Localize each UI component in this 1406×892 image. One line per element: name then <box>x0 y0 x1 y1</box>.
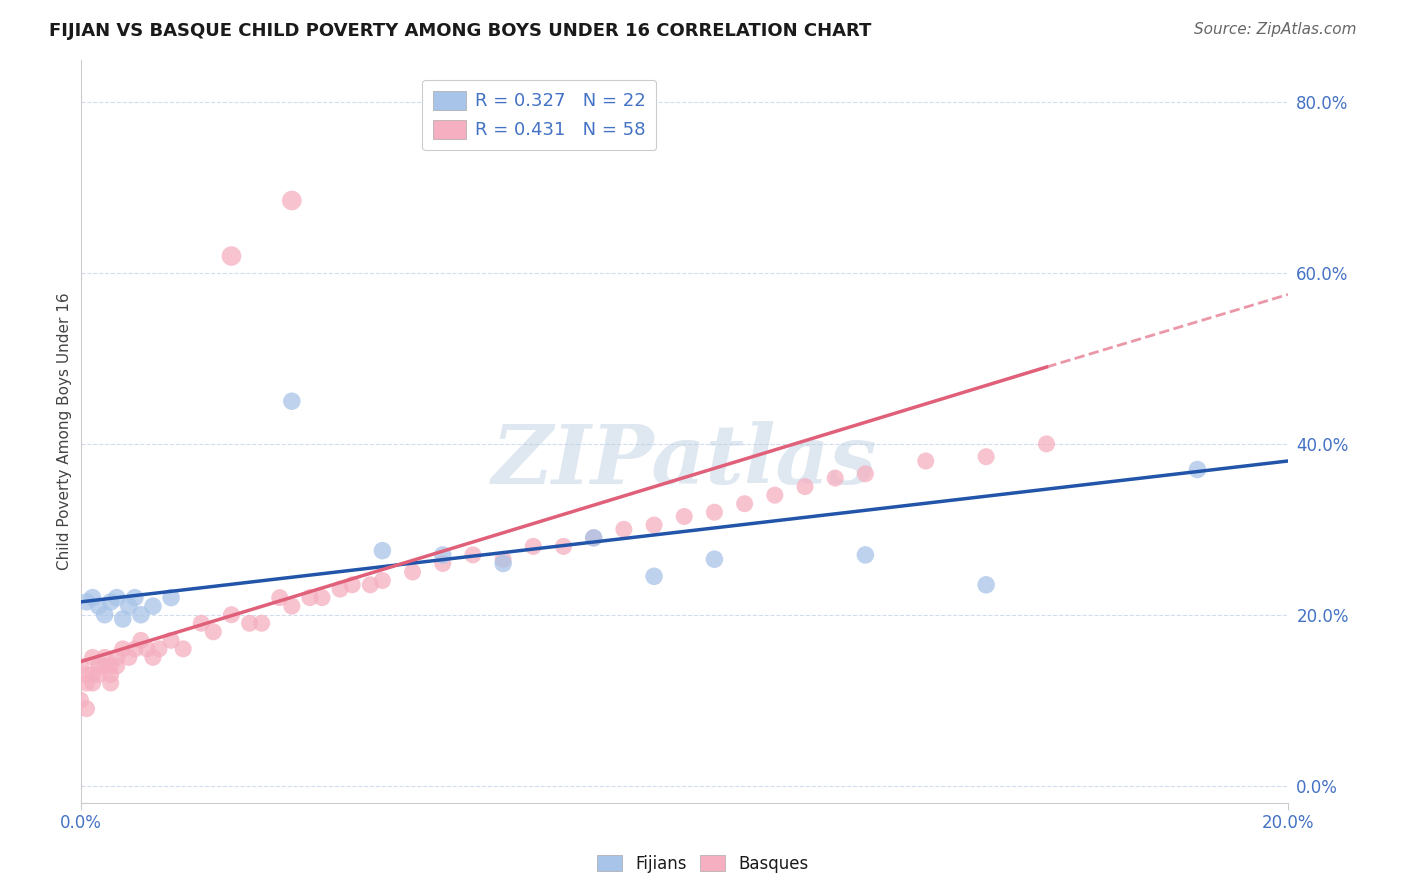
Point <box>87 667 110 681</box>
Point <box>250 616 273 631</box>
Point <box>269 591 291 605</box>
Point <box>853 548 876 562</box>
Point <box>371 543 394 558</box>
Text: FIJIAN VS BASQUE CHILD POVERTY AMONG BOYS UNDER 16 CORRELATION CHART: FIJIAN VS BASQUE CHILD POVERTY AMONG BOY… <box>49 22 872 40</box>
Point <box>221 249 243 263</box>
Point <box>492 552 515 566</box>
Point <box>93 650 115 665</box>
Point <box>853 467 876 481</box>
Point <box>582 531 605 545</box>
Point <box>124 591 146 605</box>
Point <box>190 616 212 631</box>
Point <box>432 548 454 562</box>
Point <box>82 667 104 681</box>
Point <box>613 522 636 536</box>
Point <box>492 557 515 571</box>
Point <box>76 676 98 690</box>
Point <box>111 641 134 656</box>
Point <box>522 540 544 554</box>
Point <box>76 595 98 609</box>
Point <box>703 505 725 519</box>
Point <box>401 565 423 579</box>
Point <box>1035 437 1057 451</box>
Point <box>129 633 152 648</box>
Point <box>105 591 128 605</box>
Point <box>914 454 936 468</box>
Point <box>703 552 725 566</box>
Point <box>69 659 91 673</box>
Point <box>238 616 260 631</box>
Point <box>371 574 394 588</box>
Point <box>87 599 110 614</box>
Point <box>100 659 122 673</box>
Point <box>281 599 304 614</box>
Point <box>124 641 146 656</box>
Legend: R = 0.327   N = 22, R = 0.431   N = 58: R = 0.327 N = 22, R = 0.431 N = 58 <box>422 79 657 150</box>
Point <box>432 557 454 571</box>
Point <box>129 607 152 622</box>
Point <box>148 641 170 656</box>
Point <box>298 591 321 605</box>
Point <box>794 480 817 494</box>
Point <box>553 540 575 554</box>
Point <box>160 591 183 605</box>
Point <box>87 659 110 673</box>
Point <box>100 595 122 609</box>
Point <box>582 531 605 545</box>
Point <box>824 471 846 485</box>
Point <box>100 667 122 681</box>
Point <box>100 676 122 690</box>
Legend: Fijians, Basques: Fijians, Basques <box>591 848 815 880</box>
Point <box>974 450 997 464</box>
Point <box>311 591 333 605</box>
Point <box>763 488 786 502</box>
Point <box>202 624 225 639</box>
Point <box>82 591 104 605</box>
Point <box>1187 462 1209 476</box>
Text: ZIPatlas: ZIPatlas <box>492 421 877 500</box>
Point <box>673 509 696 524</box>
Point <box>643 569 665 583</box>
Text: Source: ZipAtlas.com: Source: ZipAtlas.com <box>1194 22 1357 37</box>
Point <box>340 578 363 592</box>
Point <box>281 394 304 409</box>
Point <box>359 578 381 592</box>
Point <box>734 497 756 511</box>
Point <box>105 650 128 665</box>
Point <box>974 578 997 592</box>
Point <box>93 659 115 673</box>
Point <box>329 582 352 596</box>
Point <box>82 650 104 665</box>
Point <box>93 607 115 622</box>
Point <box>142 599 165 614</box>
Point <box>76 701 98 715</box>
Point <box>643 518 665 533</box>
Point <box>172 641 194 656</box>
Point <box>105 659 128 673</box>
Point <box>461 548 484 562</box>
Point <box>82 676 104 690</box>
Point <box>111 612 134 626</box>
Point <box>118 650 141 665</box>
Point <box>76 667 98 681</box>
Point <box>221 607 243 622</box>
Y-axis label: Child Poverty Among Boys Under 16: Child Poverty Among Boys Under 16 <box>58 293 72 570</box>
Point <box>142 650 165 665</box>
Point <box>135 641 157 656</box>
Point <box>281 194 304 208</box>
Point <box>69 693 91 707</box>
Point <box>160 633 183 648</box>
Point <box>118 599 141 614</box>
